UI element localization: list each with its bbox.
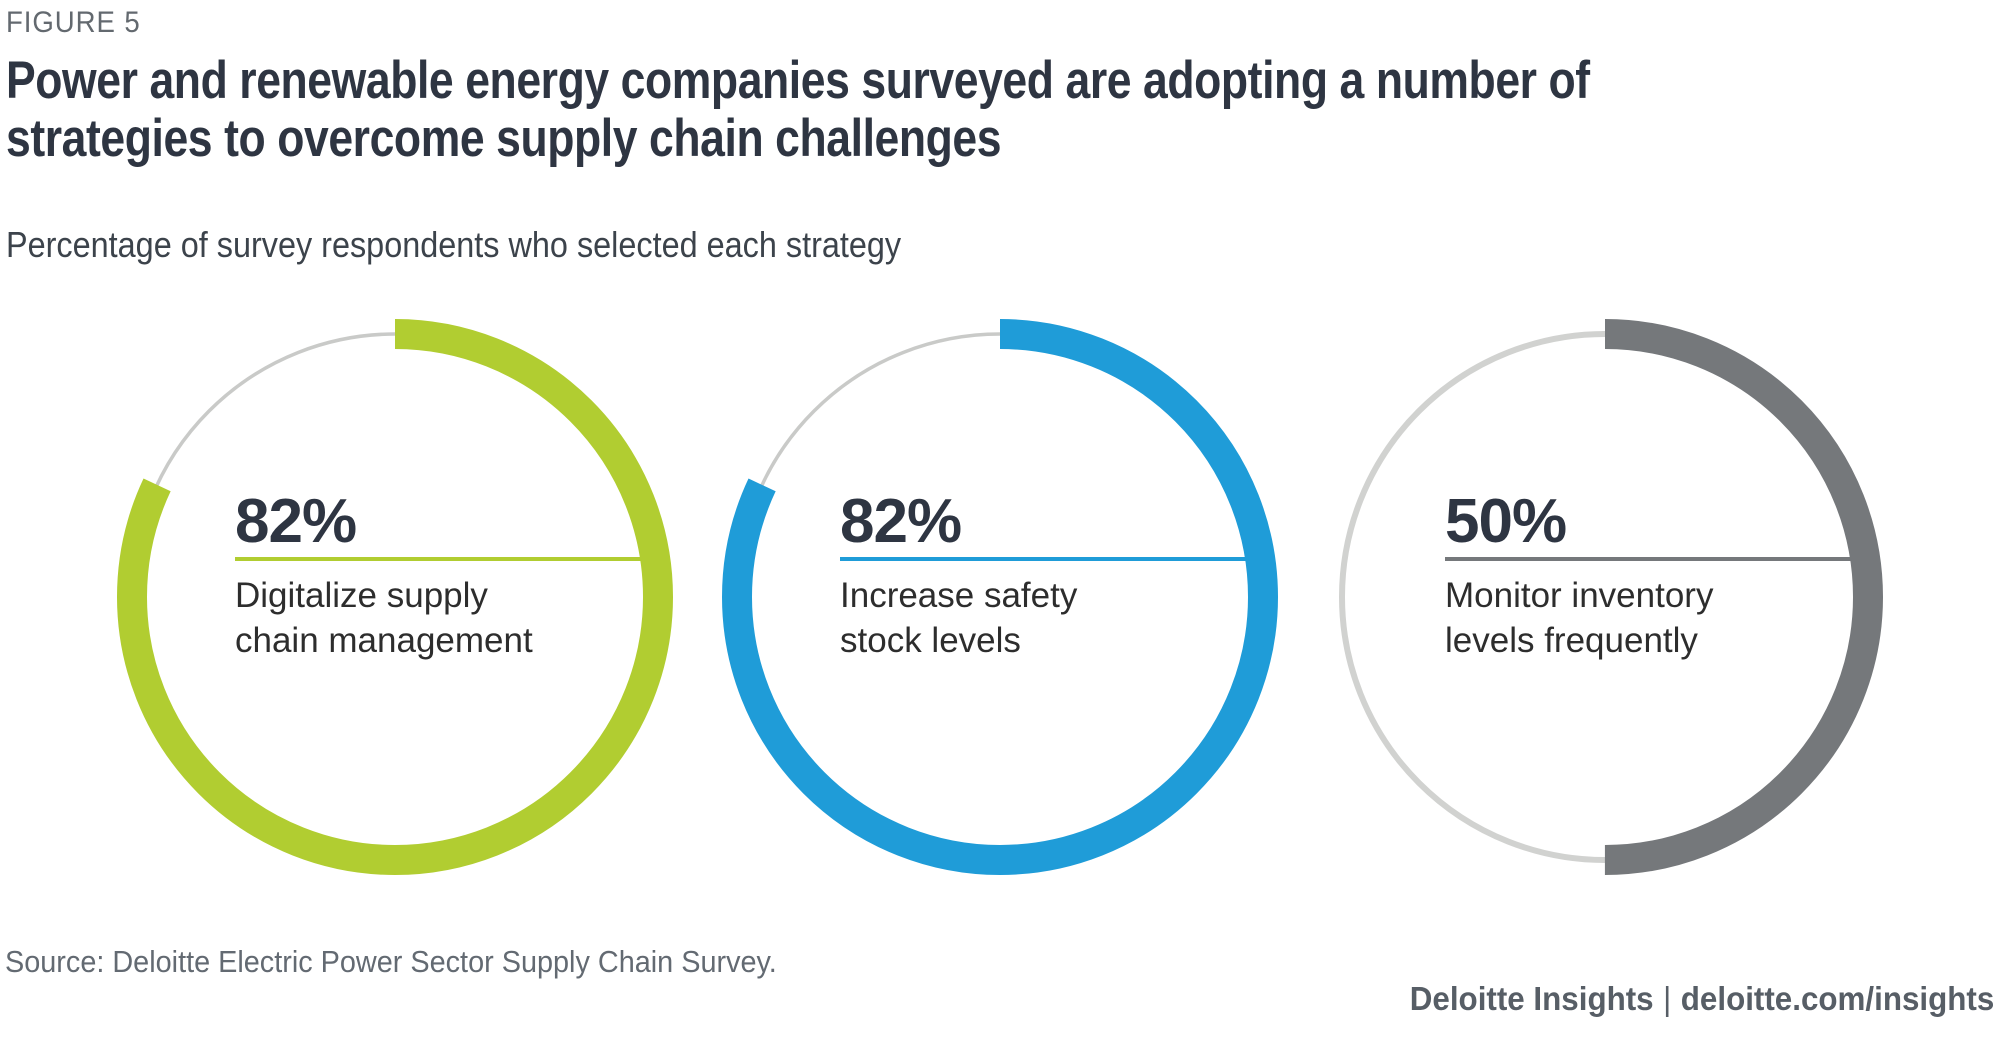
figure-subtitle: Percentage of survey respondents who sel…	[6, 224, 902, 265]
donut-value: 50%	[1445, 487, 1567, 556]
source-note: Source: Deloitte Electric Power Sector S…	[5, 944, 777, 979]
donut-chart-3: 50% Monitor inventory levels frequently	[1325, 317, 1885, 877]
donut-arc-82	[117, 319, 673, 875]
donut-stat-block: 50% Monitor inventory levels frequently	[1445, 487, 1869, 663]
footer-separator: |	[1662, 980, 1671, 1017]
donut-label-line: chain management	[235, 621, 533, 660]
figure-title-line2: strategies to overcome supply chain chal…	[6, 109, 1002, 168]
donut-label: Increase safety stock levels	[840, 573, 1264, 663]
donut-label-line: Monitor inventory	[1445, 576, 1714, 615]
donut-stat-block: 82% Increase safety stock levels	[840, 487, 1264, 663]
underline-rule	[1445, 557, 1867, 561]
underline-rule	[840, 557, 1262, 561]
footer-url: deloitte.com/insights	[1680, 980, 1994, 1017]
donut-arc-82	[722, 319, 1278, 875]
donut-arc-50	[1327, 319, 1883, 875]
donut-stat-block: 82% Digitalize supply chain management	[235, 487, 659, 663]
donut-label: Digitalize supply chain management	[235, 573, 659, 663]
underline-rule	[235, 557, 657, 561]
donut-value: 82%	[840, 487, 962, 556]
donut-label-line: Increase safety	[840, 576, 1078, 615]
footer-brand: Deloitte Insights	[1409, 980, 1654, 1017]
donut-label-line: levels frequently	[1445, 621, 1698, 660]
donut-label-line: Digitalize supply	[235, 576, 488, 615]
donut-ring-svg	[1327, 319, 1883, 875]
donut-chart-1: 82% Digitalize supply chain management	[115, 317, 675, 877]
figure-title-line1: Power and renewable energy companies sur…	[6, 51, 1590, 110]
donut-chart-2: 82% Increase safety stock levels	[720, 317, 1280, 877]
figure-title: Power and renewable energy companies sur…	[6, 52, 1891, 168]
donut-ring-svg	[117, 319, 673, 875]
donut-value: 82%	[235, 487, 357, 556]
donut-ring-svg	[722, 319, 1278, 875]
donut-label-line: stock levels	[840, 621, 1021, 660]
donut-label: Monitor inventory levels frequently	[1445, 573, 1869, 663]
deloitte-insights-footer: Deloitte Insights | deloitte.com/insights	[1409, 980, 1994, 1018]
figure-label: FIGURE 5	[6, 6, 141, 39]
